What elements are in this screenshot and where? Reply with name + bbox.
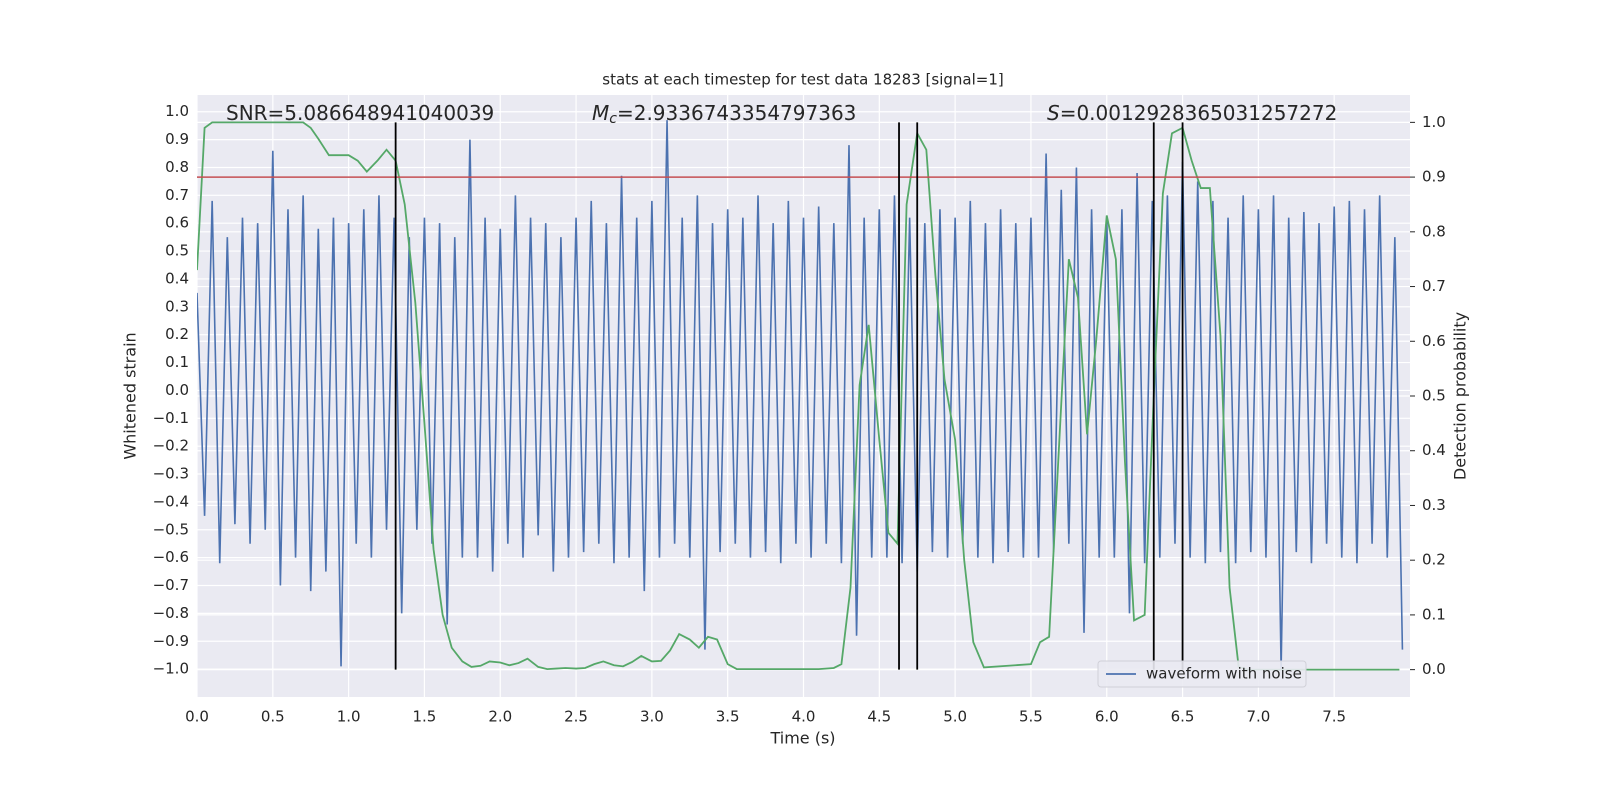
- x-tick-label: 3.0: [640, 708, 664, 726]
- y-tick-label: −1.0: [153, 660, 189, 678]
- y-tick-label: −0.3: [153, 465, 189, 483]
- y2-tick-label: 1.0: [1422, 113, 1446, 131]
- y-tick-label: −0.7: [153, 576, 189, 594]
- y-tick-label: 0.0: [165, 381, 189, 399]
- x-tick-label: 7.0: [1246, 708, 1270, 726]
- annotation-symbol: M: [592, 101, 609, 125]
- y2-tick-label: 0.2: [1422, 551, 1446, 569]
- x-tick-label: 1.0: [337, 708, 361, 726]
- y2-tick-label: 0.6: [1422, 332, 1446, 350]
- y2-tick-label: 0.5: [1422, 387, 1446, 405]
- y-tick-label: −0.9: [153, 632, 189, 650]
- annotation-subscript: c: [609, 111, 617, 127]
- annotation: Mc=2.9336743354797363: [592, 101, 856, 128]
- annotation-text: SNR=5.086648941040039: [226, 101, 494, 125]
- x-tick-label: 2.0: [488, 708, 512, 726]
- waveform-line: [197, 120, 1404, 670]
- y-tick-label: −0.8: [153, 604, 189, 622]
- y-axis-label: Whitened strain: [121, 332, 140, 459]
- x-tick-label: 0.0: [185, 708, 209, 726]
- annotation-text: =2.9336743354797363: [617, 101, 856, 125]
- legend-box: [1097, 660, 1307, 688]
- x-tick-label: 0.5: [261, 708, 285, 726]
- x-tick-label: 5.0: [943, 708, 967, 726]
- x-tick-label: 4.5: [867, 708, 891, 726]
- x-tick-label: 4.0: [792, 708, 816, 726]
- y-tick-label: −0.1: [153, 409, 189, 427]
- x-tick-label: 6.5: [1171, 708, 1195, 726]
- y-tick-label: 0.2: [165, 325, 189, 343]
- y-tick-label: 0.7: [165, 186, 189, 204]
- y-tick-label: −0.6: [153, 548, 189, 566]
- y-tick-label: 1.0: [165, 102, 189, 120]
- y-tick-label: −0.5: [153, 520, 189, 538]
- y-tick-label: 0.8: [165, 158, 189, 176]
- y-tick-label: −0.2: [153, 437, 189, 455]
- y2-axis-label: Detection probability: [1451, 312, 1470, 480]
- x-tick-label: 5.5: [1019, 708, 1043, 726]
- y-tick-label: 0.3: [165, 297, 189, 315]
- y2-tick-label: 0.0: [1422, 660, 1446, 678]
- x-tick-label: 1.5: [413, 708, 437, 726]
- y-tick-label: 0.9: [165, 130, 189, 148]
- y2-tick-label: 0.3: [1422, 496, 1446, 514]
- y2-tick-label: 0.8: [1422, 222, 1446, 240]
- y-tick-label: 0.4: [165, 269, 189, 287]
- annotation: S=0.0012928365031257272: [1047, 101, 1337, 125]
- y2-tick-label: 0.1: [1422, 605, 1446, 623]
- x-tick-label: 2.5: [564, 708, 588, 726]
- annotation-symbol: S: [1047, 101, 1060, 125]
- y2-tick-label: 0.9: [1422, 168, 1446, 186]
- y-tick-label: 0.5: [165, 242, 189, 260]
- y-tick-label: 0.1: [165, 353, 189, 371]
- y-tick-label: −0.4: [153, 492, 189, 510]
- annotation: SNR=5.086648941040039: [226, 101, 494, 125]
- x-tick-label: 7.5: [1322, 708, 1346, 726]
- legend-label: waveform with noise: [1146, 665, 1302, 683]
- x-tick-label: 6.0: [1095, 708, 1119, 726]
- probability-line: [197, 121, 1400, 671]
- x-tick-label: 3.5: [716, 708, 740, 726]
- y2-tick-label: 0.4: [1422, 441, 1446, 459]
- chart-title: stats at each timestep for test data 182…: [602, 71, 1003, 89]
- x-axis-label: Time (s): [769, 729, 835, 748]
- y2-tick-label: 0.7: [1422, 277, 1446, 295]
- y-tick-label: 0.6: [165, 214, 189, 232]
- annotation-text: =0.0012928365031257272: [1060, 101, 1338, 125]
